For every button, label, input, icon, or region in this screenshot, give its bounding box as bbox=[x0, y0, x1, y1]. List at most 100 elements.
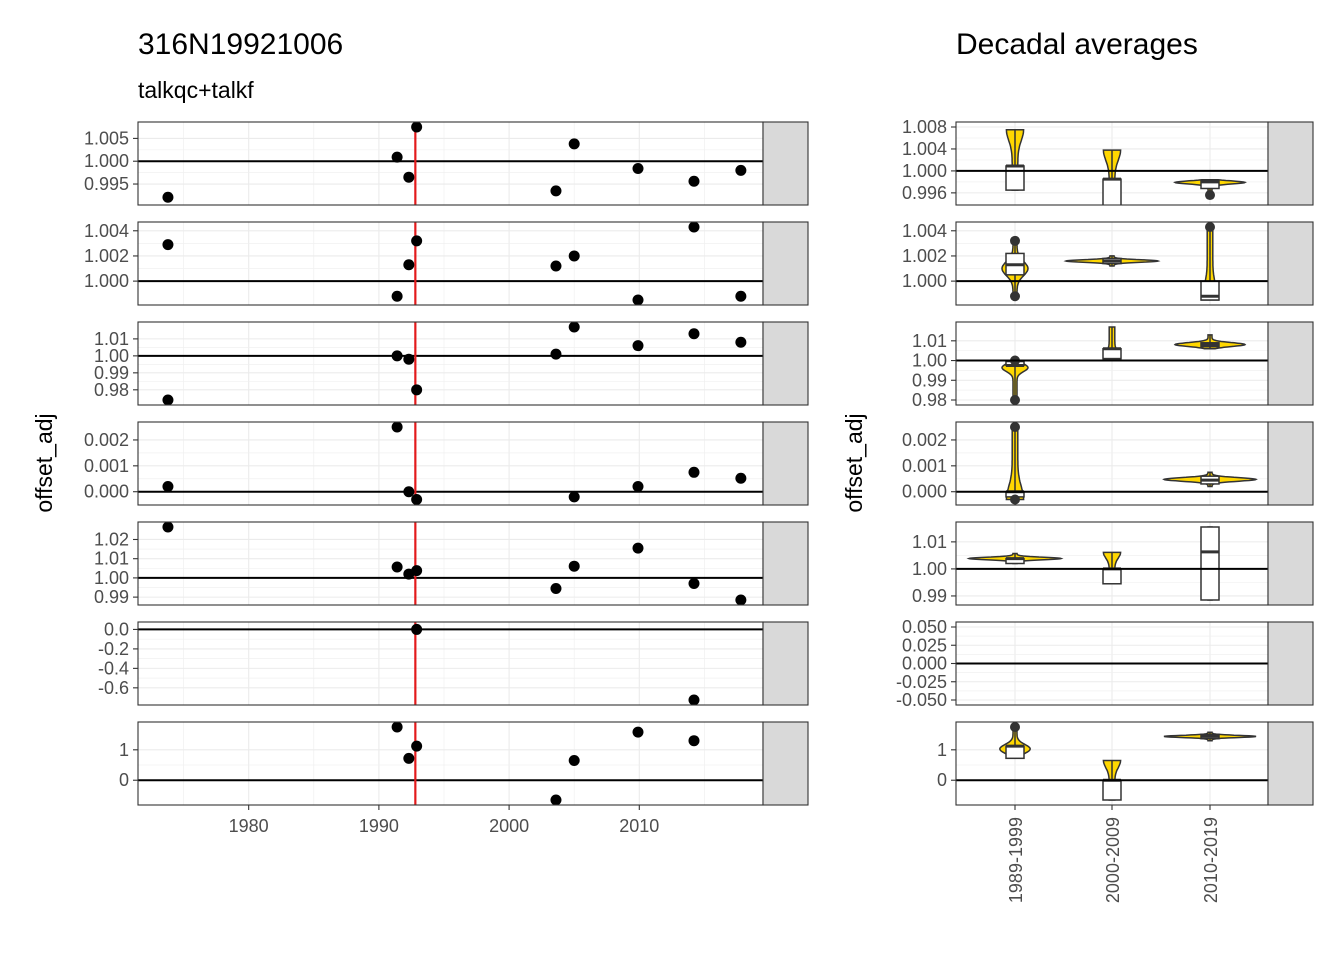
right-x-category-label-1: 2000-2009 bbox=[1103, 817, 1123, 903]
data-point-oxygen-6 bbox=[632, 294, 644, 305]
right-strip-3 bbox=[1267, 421, 1314, 506]
data-point-tco2-1 bbox=[403, 752, 415, 764]
right-y-tick-label-2-2: 1.00 bbox=[912, 351, 947, 371]
right-y-tick-label-1-1: 1.002 bbox=[902, 246, 947, 266]
right-y-tick-label-5-2: 0.000 bbox=[902, 654, 947, 674]
data-point-salinity-3 bbox=[411, 493, 423, 505]
left-strip-1 bbox=[762, 221, 809, 306]
left-strip-3 bbox=[762, 421, 809, 506]
right-y-tick-label-0-0: 0.996 bbox=[902, 183, 947, 203]
left-x-tick-label-1: 1990 bbox=[359, 816, 399, 836]
data-point-silicate-4 bbox=[550, 582, 562, 594]
data-point-talk-0 bbox=[411, 623, 423, 635]
left-panel-bg-2 bbox=[138, 322, 763, 405]
left-panel-content-4 bbox=[138, 522, 763, 605]
data-point-salinity-1 bbox=[391, 422, 403, 433]
left-panel-bg-4 bbox=[138, 522, 763, 605]
right-y-tick-label-2-1: 0.99 bbox=[912, 370, 947, 390]
left-y-tick-label-3-1: 0.001 bbox=[84, 456, 129, 476]
right-y-tick-label-5-3: -0.025 bbox=[896, 672, 947, 692]
outlier-oxygen-2-0 bbox=[1205, 222, 1215, 232]
left-panel-content-3 bbox=[138, 422, 763, 505]
right-y-tick-label-2-0: 0.98 bbox=[912, 390, 947, 410]
outlier-tco2-0-0 bbox=[1010, 722, 1020, 732]
left-panel-content-2 bbox=[138, 322, 763, 405]
boxplot-box-silicate-2 bbox=[1200, 526, 1220, 601]
right-y-tick-label-4-1: 1.00 bbox=[912, 559, 947, 579]
data-point-silicate-3 bbox=[411, 565, 423, 577]
left-facet-panels: 0.9951.0001.005nitrate1.0001.0021.004oxy… bbox=[84, 121, 809, 836]
data-point-nitrate-4 bbox=[550, 185, 562, 197]
data-point-phosphate-0 bbox=[162, 394, 174, 405]
left-strip-2 bbox=[762, 321, 809, 406]
left-y-tick-label-3-0: 0.000 bbox=[84, 482, 129, 502]
right-panel-content-3 bbox=[956, 422, 1268, 505]
data-point-nitrate-0 bbox=[162, 191, 174, 203]
data-point-phosphate-2 bbox=[403, 353, 415, 365]
left-panel-bg-0 bbox=[138, 122, 763, 205]
left-y-tick-label-1-1: 1.002 bbox=[84, 246, 129, 266]
left-strip-0 bbox=[762, 121, 809, 206]
left-strip-5 bbox=[762, 621, 809, 706]
left-y-tick-label-0-2: 1.005 bbox=[84, 128, 129, 148]
right-panel-content-0 bbox=[956, 128, 1268, 205]
boxplot-box-nitrate-1 bbox=[1102, 178, 1122, 205]
data-point-oxygen-4 bbox=[550, 260, 562, 272]
right-strip-4 bbox=[1267, 521, 1314, 606]
data-point-nitrate-8 bbox=[735, 164, 747, 176]
data-point-silicate-0 bbox=[162, 522, 174, 533]
left-panel-content-1 bbox=[138, 222, 763, 305]
right-y-tick-label-4-0: 0.99 bbox=[912, 586, 947, 606]
data-point-silicate-1 bbox=[391, 561, 403, 573]
data-point-phosphate-1 bbox=[391, 350, 403, 362]
left-y-tick-label-2-2: 1.00 bbox=[94, 346, 129, 366]
right-y-tick-label-0-1: 1.000 bbox=[902, 161, 947, 181]
data-point-tco2-5 bbox=[632, 726, 644, 738]
right-y-tick-label-4-2: 1.01 bbox=[912, 532, 947, 552]
right-panel-content-4 bbox=[956, 526, 1268, 601]
data-point-silicate-6 bbox=[632, 542, 644, 554]
data-point-phosphate-5 bbox=[568, 322, 580, 333]
data-point-oxygen-1 bbox=[391, 290, 403, 302]
left-y-tick-label-0-0: 0.995 bbox=[84, 174, 129, 194]
right-y-tick-label-5-1: 0.025 bbox=[902, 635, 947, 655]
left-chart-subtitle: talkqc+talkf bbox=[138, 77, 254, 103]
data-point-nitrate-3 bbox=[411, 122, 423, 133]
data-point-phosphate-6 bbox=[632, 340, 644, 352]
data-point-oxygen-2 bbox=[403, 259, 415, 271]
boxplot-box-nitrate-0 bbox=[1005, 165, 1025, 191]
data-point-oxygen-8 bbox=[735, 290, 747, 302]
left-y-tick-label-4-3: 1.02 bbox=[94, 529, 129, 549]
right-strip-6 bbox=[1267, 721, 1314, 806]
data-point-salinity-7 bbox=[735, 472, 747, 484]
boxplot-box-silicate-1 bbox=[1102, 568, 1122, 585]
left-panel-bg-5 bbox=[138, 622, 763, 705]
left-y-tick-label-5-1: -0.2 bbox=[98, 639, 129, 659]
data-point-tco2-4 bbox=[568, 754, 580, 766]
right-facet-panels: 0.9961.0001.0041.008nitrate1.0001.0021.0… bbox=[896, 117, 1314, 903]
outlier-nitrate-2-0 bbox=[1205, 190, 1215, 201]
right-y-tick-label-2-3: 1.01 bbox=[912, 331, 947, 351]
right-panel-content-6 bbox=[956, 722, 1268, 801]
data-point-phosphate-3 bbox=[411, 384, 423, 396]
left-y-tick-label-0-1: 1.000 bbox=[84, 151, 129, 171]
right-strip-2 bbox=[1267, 321, 1314, 406]
boxplot-box-tco2-1 bbox=[1102, 779, 1122, 801]
data-point-nitrate-1 bbox=[391, 151, 403, 163]
left-y-tick-label-1-2: 1.004 bbox=[84, 221, 129, 241]
data-point-silicate-8 bbox=[735, 594, 747, 605]
right-chart-title: Decadal averages bbox=[956, 28, 1198, 61]
data-point-nitrate-5 bbox=[568, 138, 580, 150]
outlier-salinity-0-0 bbox=[1010, 494, 1020, 505]
left-y-tick-label-2-3: 1.01 bbox=[94, 329, 129, 349]
left-y-tick-label-5-3: -0.6 bbox=[98, 678, 129, 698]
right-strip-5 bbox=[1267, 621, 1314, 706]
right-y-tick-label-6-1: 1 bbox=[937, 740, 947, 760]
right-y-axis-title: offset_adj bbox=[841, 413, 867, 512]
left-y-tick-label-6-1: 1 bbox=[119, 740, 129, 760]
